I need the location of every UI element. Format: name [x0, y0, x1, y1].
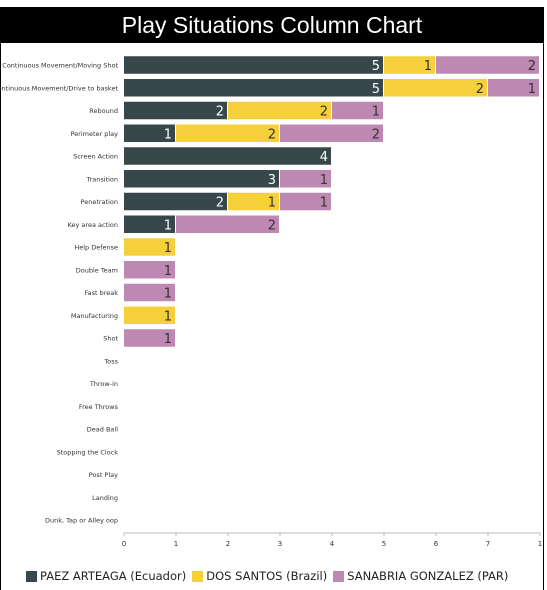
data-label: 1 [164, 264, 172, 279]
category-label-post-play: Post Play [89, 471, 118, 479]
bar-sanabria-gonzalez-par-perimeter-play[interactable] [280, 124, 383, 143]
data-label: 1 [528, 82, 536, 97]
data-label: 1 [164, 127, 172, 142]
data-label: 2 [216, 196, 224, 211]
bar-sanabria-gonzalez-par-penetration[interactable] [280, 192, 331, 211]
category-label-throw-in: Throw-in [89, 380, 118, 388]
stacked-bar-chart: Continuous Movement/Moving Shot 5 1 2 Contin… [0, 56, 542, 548]
legend-swatch-sanabria [333, 570, 345, 582]
data-label: 2 [268, 218, 276, 233]
data-label: 1 [424, 59, 432, 74]
frame-left-border [0, 43, 1, 590]
frame-right-border [543, 43, 544, 590]
legend-item-paez[interactable]: PAEZ ARTEAGA (Ecuador) [26, 569, 186, 583]
category-label-rebound: Rebound [89, 107, 118, 115]
bar-sanabria-gonzalez-par-transition[interactable] [280, 170, 331, 188]
data-label: 1 [164, 332, 172, 347]
bar-dos-santos-brazil-perimeter-play[interactable] [176, 124, 279, 143]
category-label-dunk-tap-or-alley-oop: Dunk, Tap or Alley oop [45, 517, 118, 525]
bar-paez-arteaga-ecuador-key-area-action[interactable] [124, 215, 175, 234]
category-label-manufacturing: Manufacturing [71, 312, 118, 320]
legend-label-dos-santos: DOS SANTOS (Brazil) [206, 569, 328, 583]
data-label: 1 [164, 309, 172, 324]
bar-paez-arteaga-ecuador-perimeter-play[interactable] [124, 124, 175, 143]
data-label: 2 [216, 105, 224, 120]
data-label: 1 [372, 105, 380, 120]
legend-swatch-paez [26, 570, 37, 582]
x-tick-label: 7 [486, 540, 490, 548]
bar-dos-santos-brazil-manufacturing[interactable] [124, 306, 175, 325]
data-label: 5 [372, 82, 380, 97]
legend-item-dos-santos[interactable]: DOS SANTOS (Brazil) [192, 569, 327, 583]
bar-paez-arteaga-ecuador-rebound[interactable] [124, 101, 227, 120]
bar-dos-santos-brazil-continuous-movement-drive-to-basket[interactable] [384, 79, 487, 97]
category-label-landing: Landing [92, 494, 118, 502]
category-label-transition: Transition [86, 175, 118, 183]
x-tick-label: 1 [538, 540, 542, 548]
x-tick-label: 4 [330, 540, 335, 548]
legend-item-sanabria[interactable]: SANABRIA GONZALEZ (PAR) [333, 569, 508, 583]
bar-sanabria-gonzalez-par-double-team[interactable] [124, 261, 175, 279]
data-label: 2 [476, 82, 484, 97]
data-label: 1 [164, 218, 172, 233]
category-label-continuous-movement-drive-to-basket: Continuous Movement/Drive to basket [0, 84, 118, 92]
category-label-continuous-movement-moving-shot: Continuous Movement/Moving Shot [2, 62, 118, 70]
category-label-perimeter-play: Perimeter play [70, 130, 118, 138]
bar-paez-arteaga-ecuador-transition[interactable] [124, 170, 279, 188]
data-label: 1 [320, 196, 328, 211]
bar-paez-arteaga-ecuador-penetration[interactable] [124, 192, 227, 211]
bar-paez-arteaga-ecuador-continuous-movement-drive-to-basket[interactable] [124, 79, 383, 97]
bar-sanabria-gonzalez-par-key-area-action[interactable] [176, 215, 279, 234]
x-tick-label: 2 [226, 540, 230, 548]
bar-paez-arteaga-ecuador-continuous-movement-moving-shot[interactable] [124, 56, 383, 74]
bar-dos-santos-brazil-rebound[interactable] [228, 101, 331, 120]
bar-sanabria-gonzalez-par-continuous-movement-moving-shot[interactable] [436, 56, 539, 74]
category-label-screen-action: Screen Action [73, 153, 118, 161]
x-tick-label: 0 [122, 540, 126, 548]
legend-label-paez: PAEZ ARTEAGA (Ecuador) [40, 569, 187, 583]
bar-paez-arteaga-ecuador-screen-action[interactable] [124, 147, 331, 165]
data-label: 2 [320, 105, 328, 120]
chart-title: Play Situations Column Chart [0, 7, 544, 43]
legend-label-sanabria: SANABRIA GONZALEZ (PAR) [347, 569, 509, 583]
data-label: 1 [164, 241, 172, 256]
data-label: 2 [372, 127, 380, 142]
x-tick-label: 3 [278, 540, 282, 548]
data-label: 1 [320, 173, 328, 188]
bar-sanabria-gonzalez-par-fast-break[interactable] [124, 283, 175, 302]
bar-sanabria-gonzalez-par-shot[interactable] [124, 329, 175, 347]
data-label: 2 [268, 127, 276, 142]
data-label: 4 [320, 150, 328, 165]
x-tick-label: 5 [382, 540, 386, 548]
bar-sanabria-gonzalez-par-rebound[interactable] [332, 101, 383, 120]
category-label-double-team: Double Team [76, 266, 118, 274]
data-label: 3 [268, 173, 276, 188]
category-label-penetration: Penetration [81, 198, 118, 206]
category-label-help-defense: Help Defense [74, 244, 118, 252]
data-label: 5 [372, 59, 380, 74]
legend-swatch-dos-santos [192, 570, 204, 582]
bar-dos-santos-brazil-penetration[interactable] [228, 192, 279, 211]
x-tick-label: 1 [174, 540, 178, 548]
category-label-free-throws: Free Throws [79, 403, 119, 411]
category-label-toss: Toss [103, 357, 118, 365]
category-label-fast-break: Fast break [84, 289, 118, 297]
x-tick-label: 6 [434, 540, 439, 548]
bar-dos-santos-brazil-help-defense[interactable] [124, 238, 175, 256]
data-label: 1 [268, 196, 276, 211]
data-label: 1 [164, 287, 172, 302]
legend: PAEZ ARTEAGA (Ecuador) DOS SANTOS (Brazi… [26, 568, 514, 584]
bar-sanabria-gonzalez-par-continuous-movement-drive-to-basket[interactable] [488, 79, 539, 97]
category-label-key-area-action: Key area action [68, 221, 118, 229]
category-label-shot: Shot [103, 335, 118, 343]
category-label-stopping-the-clock: Stopping the Clock [57, 448, 119, 456]
data-label: 2 [528, 59, 536, 74]
category-label-dead-ball: Dead Ball [87, 426, 118, 434]
bar-dos-santos-brazil-continuous-movement-moving-shot[interactable] [384, 56, 435, 74]
